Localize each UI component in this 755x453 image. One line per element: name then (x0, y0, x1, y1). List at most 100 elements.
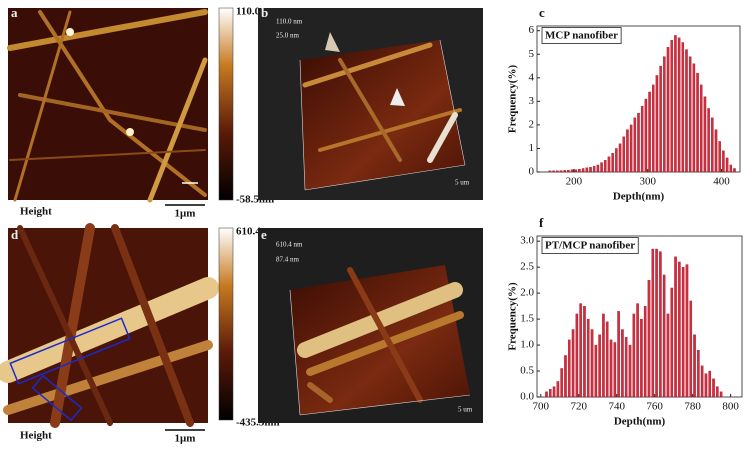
afm-3d-b (258, 8, 483, 200)
bar (674, 256, 677, 398)
x-tick-label: 720 (571, 401, 588, 413)
bar (685, 264, 689, 398)
x-tick-label: 740 (608, 401, 625, 413)
bar (586, 318, 590, 398)
bar (629, 124, 633, 173)
panel-letter: c (539, 5, 545, 20)
bar (545, 391, 548, 398)
bar (594, 344, 598, 398)
scale-label: 1μm (175, 433, 196, 445)
bar (725, 157, 729, 173)
bar (552, 386, 556, 398)
bar (640, 318, 643, 398)
bar (563, 170, 566, 173)
bar (592, 165, 596, 173)
bar (662, 274, 666, 398)
bar (589, 167, 592, 173)
y-tick-label: 0 (529, 166, 535, 178)
y-tick-label: 0.0 (520, 391, 534, 403)
y-tick-label: 0.5 (520, 365, 534, 377)
bar (615, 148, 618, 173)
image-footer: Height (20, 206, 52, 218)
y-tick-label: 1.5 (520, 313, 534, 325)
y-tick-label: 3 (529, 95, 535, 107)
y-tick-label: 5 (529, 48, 535, 60)
y-axis-label: Frequency(%) (507, 282, 519, 351)
bar (693, 334, 696, 398)
histograms: 0 1 2 3 4 5 6 200 300 400 Depth(nm) Frequency(%) cMC… (507, 5, 743, 428)
bar (670, 287, 674, 398)
bar (624, 337, 628, 398)
legend-title: PT/MCP nanofiber (545, 240, 635, 252)
bar (552, 170, 555, 173)
y-tick-label: 3.0 (520, 235, 534, 247)
bar (692, 63, 696, 173)
z-max: 110.0 nm (276, 18, 303, 26)
y-tick-label: 1 (529, 142, 535, 154)
x-tick-label: 760 (646, 401, 663, 413)
bar (579, 303, 582, 398)
z-label: 87.4 nm (276, 256, 300, 264)
bar (643, 305, 647, 398)
bar (719, 391, 723, 398)
image-footer: Height (20, 430, 52, 442)
bar (548, 170, 552, 173)
bar (598, 334, 601, 398)
bar (659, 65, 662, 173)
bar (621, 329, 624, 398)
x-tick-label: 800 (722, 401, 739, 413)
bar (703, 96, 707, 173)
bar (602, 313, 605, 398)
panel-letter: d (11, 227, 19, 242)
afm-3d-e (258, 228, 483, 423)
plot-frame (536, 235, 743, 398)
bar (688, 56, 692, 173)
bar (585, 167, 589, 173)
x-axis-label: Depth(nm) (614, 416, 666, 428)
axis-extent: 5 um (455, 179, 470, 187)
legend-box (541, 27, 622, 44)
panel-letter: e (261, 227, 267, 242)
bar (689, 300, 693, 398)
bar (583, 305, 586, 398)
bar (681, 267, 685, 398)
panel-letter: a (11, 5, 18, 20)
bar (548, 389, 552, 398)
bar (633, 117, 637, 173)
colorbar-d (218, 227, 234, 421)
bar (636, 303, 639, 398)
bar (607, 156, 611, 173)
bar (655, 248, 658, 398)
z-max: 610.4 nm (276, 241, 303, 249)
legend-title: MCP nanofiber (545, 30, 618, 42)
bar (596, 164, 600, 173)
bar (570, 169, 574, 173)
bar (571, 329, 575, 398)
panel-letter: f (539, 215, 544, 230)
bar (556, 381, 560, 398)
bar (711, 117, 714, 173)
bar (685, 49, 688, 173)
bar (632, 313, 636, 398)
afm-image-a (7, 8, 208, 203)
y-tick-label: 2.5 (520, 261, 534, 273)
bar (659, 251, 662, 398)
bar (556, 170, 559, 173)
bar (613, 342, 617, 398)
bar (564, 355, 567, 398)
bar (637, 112, 640, 173)
bar (644, 98, 648, 173)
bar (567, 339, 571, 398)
y-axis-label: Frequency(%) (507, 65, 519, 134)
bar (655, 75, 659, 173)
bar (666, 47, 670, 173)
bar (647, 279, 651, 398)
bar (718, 141, 721, 173)
y-tick-label: 2 (529, 118, 535, 130)
x-tick-label: 400 (713, 176, 730, 188)
bar (622, 136, 625, 173)
y-tick-label: 6 (529, 24, 535, 36)
bar (678, 261, 681, 398)
bar (729, 164, 733, 173)
colorbar-a (218, 7, 234, 201)
